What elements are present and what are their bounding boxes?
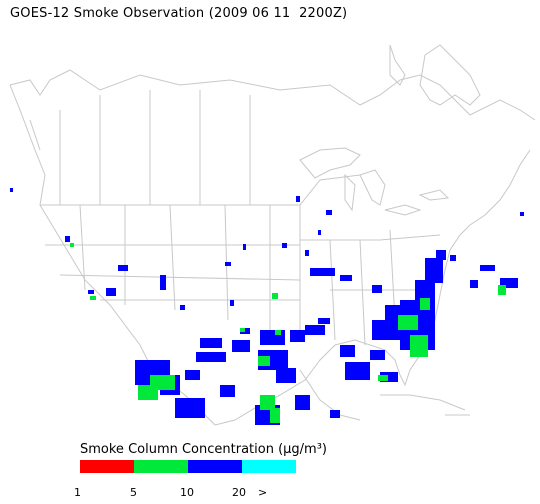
coastline-outline <box>9 44 536 426</box>
legend-swatch-cyan <box>242 460 296 473</box>
legend-tick-5: 5 <box>130 486 137 499</box>
great-lakes-outline <box>299 147 450 216</box>
map-title: GOES-12 Smoke Observation (2009 06 11 22… <box>10 6 348 21</box>
border-lines <box>29 90 441 346</box>
legend-color-bar <box>80 460 296 473</box>
legend-tick-20: 20 <box>232 486 246 499</box>
legend-title: Smoke Column Concentration (μg/m³) <box>80 442 327 457</box>
legend-swatch-green <box>134 460 188 473</box>
legend-tick-gt: > <box>258 486 268 499</box>
legend-tick-10: 10 <box>180 486 194 499</box>
legend-tick-1: 1 <box>74 486 81 499</box>
smoke-light-pixels <box>70 243 506 423</box>
smoke-map <box>9 44 536 426</box>
legend-swatch-blue <box>188 460 242 473</box>
smoke-dense-pixels <box>10 188 524 425</box>
legend-swatch-red <box>80 460 134 473</box>
